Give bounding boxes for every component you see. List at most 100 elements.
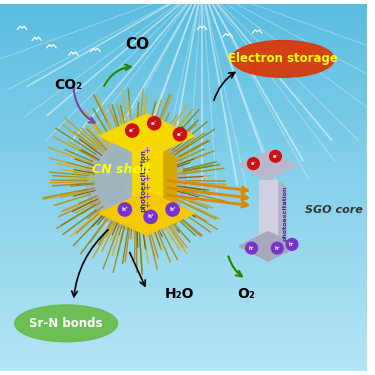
Text: O₂: O₂ xyxy=(237,287,255,301)
Bar xyxy=(0,22,367,26)
Polygon shape xyxy=(99,191,195,235)
Bar xyxy=(0,169,367,173)
Bar xyxy=(0,257,367,261)
Bar xyxy=(0,70,367,74)
Text: h⁺: h⁺ xyxy=(274,246,280,250)
Text: e⁻: e⁻ xyxy=(151,121,157,126)
Text: h⁺: h⁺ xyxy=(147,214,154,219)
Bar xyxy=(0,48,367,52)
Bar xyxy=(0,309,367,312)
Bar xyxy=(0,302,367,305)
Polygon shape xyxy=(132,147,162,213)
Text: photoexcitation: photoexcitation xyxy=(282,186,287,241)
Circle shape xyxy=(248,158,259,170)
Bar xyxy=(0,239,367,243)
Bar xyxy=(0,312,367,316)
Circle shape xyxy=(126,124,139,137)
Bar xyxy=(0,316,367,320)
Bar xyxy=(0,305,367,309)
Circle shape xyxy=(270,150,281,162)
Bar xyxy=(0,353,367,357)
Bar xyxy=(0,143,367,147)
Bar xyxy=(0,235,367,239)
Bar xyxy=(0,294,367,298)
Text: h⁺: h⁺ xyxy=(289,242,295,247)
Bar xyxy=(0,110,367,114)
Bar xyxy=(0,360,367,364)
Bar xyxy=(0,323,367,327)
Bar xyxy=(0,232,367,235)
Bar xyxy=(0,191,367,195)
Bar xyxy=(0,44,367,48)
Text: +: + xyxy=(143,192,150,201)
Bar xyxy=(0,30,367,33)
Bar xyxy=(0,279,367,283)
Bar xyxy=(0,92,367,96)
Bar xyxy=(0,228,367,232)
Text: h⁺: h⁺ xyxy=(169,207,176,212)
Polygon shape xyxy=(162,147,176,224)
Bar xyxy=(0,298,367,302)
Text: CO₂: CO₂ xyxy=(54,78,82,92)
Bar xyxy=(0,136,367,140)
Text: H₂O: H₂O xyxy=(165,287,195,301)
Text: photoexcitation: photoexcitation xyxy=(140,149,146,211)
Circle shape xyxy=(148,117,161,130)
Bar xyxy=(0,338,367,342)
Bar xyxy=(0,345,367,349)
Polygon shape xyxy=(239,232,297,261)
Bar xyxy=(0,357,367,360)
Bar xyxy=(0,202,367,206)
Text: h⁺: h⁺ xyxy=(122,207,128,212)
Bar xyxy=(0,26,367,30)
Bar xyxy=(0,254,367,257)
Text: +: + xyxy=(143,146,150,155)
Bar xyxy=(0,147,367,151)
Bar xyxy=(0,158,367,162)
Polygon shape xyxy=(277,180,286,254)
Text: +: + xyxy=(143,174,150,183)
Bar xyxy=(0,154,367,158)
Circle shape xyxy=(173,128,187,141)
Bar xyxy=(0,11,367,15)
Bar xyxy=(0,4,367,8)
Bar xyxy=(0,37,367,40)
Polygon shape xyxy=(259,180,277,246)
Bar xyxy=(0,165,367,169)
Bar xyxy=(0,15,367,18)
Bar xyxy=(0,188,367,191)
Bar xyxy=(0,368,367,371)
Bar xyxy=(0,118,367,122)
Bar xyxy=(0,198,367,202)
Bar xyxy=(0,213,367,217)
Bar xyxy=(0,224,367,228)
Bar xyxy=(0,290,367,294)
Bar xyxy=(0,85,367,88)
Bar xyxy=(0,217,367,220)
Bar xyxy=(0,272,367,276)
Bar xyxy=(0,33,367,37)
Circle shape xyxy=(144,210,157,224)
Bar xyxy=(0,81,367,85)
Text: e⁻: e⁻ xyxy=(177,132,183,137)
Bar xyxy=(0,99,367,103)
Bar xyxy=(0,276,367,279)
Bar xyxy=(0,74,367,77)
Bar xyxy=(0,268,367,272)
Text: Sr-N bonds: Sr-N bonds xyxy=(29,317,103,330)
Bar xyxy=(0,129,367,132)
Text: e⁻: e⁻ xyxy=(129,128,135,133)
Text: +: + xyxy=(143,156,150,165)
Bar xyxy=(0,342,367,345)
Bar xyxy=(0,66,367,70)
Bar xyxy=(0,52,367,55)
Bar xyxy=(0,59,367,63)
Bar xyxy=(0,88,367,92)
Bar xyxy=(0,349,367,353)
Text: +: + xyxy=(143,165,150,174)
Bar xyxy=(0,286,367,290)
Text: +: + xyxy=(143,183,150,192)
Bar xyxy=(0,265,367,268)
Bar xyxy=(0,210,367,213)
Bar xyxy=(0,103,367,107)
